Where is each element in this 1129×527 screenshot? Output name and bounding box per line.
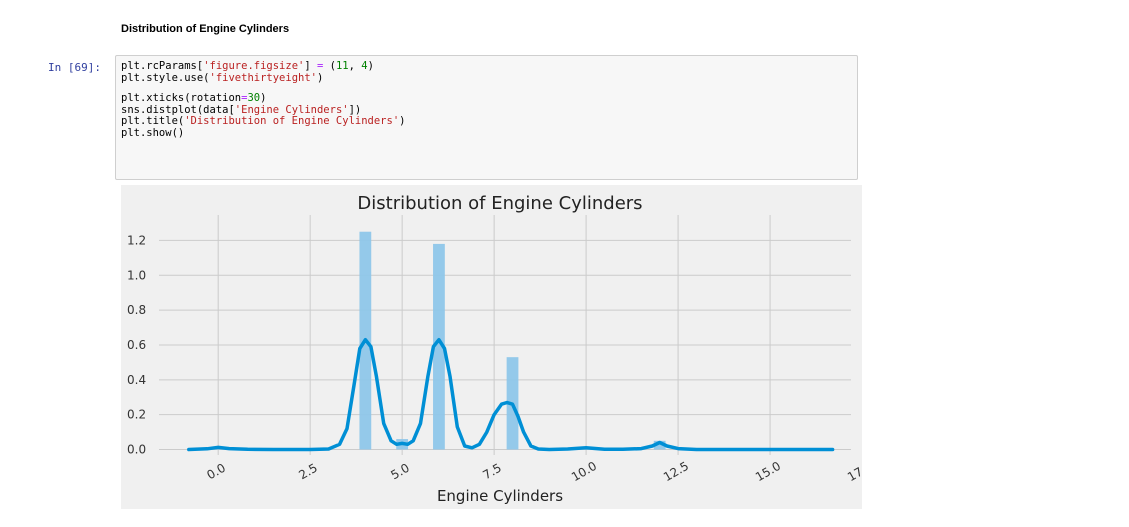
y-tick-label: 0.6 [127,338,146,352]
code-token: 'Engine Cylinders' [234,103,349,116]
code-token: ] [304,60,317,72]
code-token: ) [399,115,406,128]
code-editor[interactable]: plt.rcParams['figure.figsize'] = (11, 4)… [121,60,405,140]
distribution-chart: 0.00.20.40.60.81.01.20.0 2.5 5.0 7.5 10.0 12.… [121,185,875,509]
grid-lines [159,215,851,455]
y-tick-label: 0.4 [127,373,146,387]
code-token: = [317,60,324,72]
y-tick-label: 1.0 [127,268,146,282]
code-line: plt.show() [121,126,405,140]
input-prompt: In [69]: [48,61,101,74]
y-tick-label: 1.2 [127,233,146,247]
x-axis-label: Engine Cylinders [437,487,563,505]
code-token: = [241,92,248,105]
kde-line [187,337,835,452]
code-line: plt.xticks(rotation=30) [121,92,405,105]
code-cell[interactable]: plt.rcParams['figure.figsize'] = (11, 4)… [115,55,858,180]
histogram-bar [653,440,666,450]
histogram-bar [433,243,445,450]
code-line: plt.style.use('fivethirtyeight') [121,71,405,85]
output-area: 0.0 0.2 0.4 0.6 0.8 1.0 1.2 0.0 2.5 5.0 7.5 10.0 12.… [121,185,875,509]
code-token: , [348,60,362,72]
code-token: 4 [361,60,368,72]
code-token: 'figure.figsize' [203,60,305,72]
code-token: ) [260,92,267,105]
code-line: plt.rcParams['figure.figsize'] = (11, 4) [121,60,405,73]
code-token: plt.show() [121,126,185,139]
code-token: ]) [348,103,362,116]
code-token: sns.distplot(data[ [121,103,235,116]
code-token: plt.style.use( [121,71,210,84]
code-token: ) [316,71,324,84]
code-token: plt.rcParams[ [121,60,204,72]
y-tick-label: 0.8 [127,303,146,317]
code-token: plt.title( [121,115,185,128]
code-token: ) [367,60,374,72]
code-token: 'fivethirtyeight' [209,71,317,84]
y-tick-label: 0.2 [127,408,146,422]
code-line: plt.title('Distribution of Engine Cylind… [121,116,405,128]
chart-title: Distribution of Engine Cylinders [357,193,642,214]
y-tick-label: 0.0 [127,443,146,457]
code-token: ( [323,60,336,72]
figure-background [121,185,862,509]
markdown-heading: Distribution of Engine Cylinders [121,23,290,35]
code-token: 'Distribution of Engine Cylinders' [184,115,400,128]
kde-curve-group [187,337,835,452]
code-token: 30 [247,92,261,105]
code-token: 11 [335,60,349,72]
code-line: sns.distplot(data['Engine Cylinders']) [121,103,405,117]
code-token: plt.xticks(rotation [121,92,242,105]
